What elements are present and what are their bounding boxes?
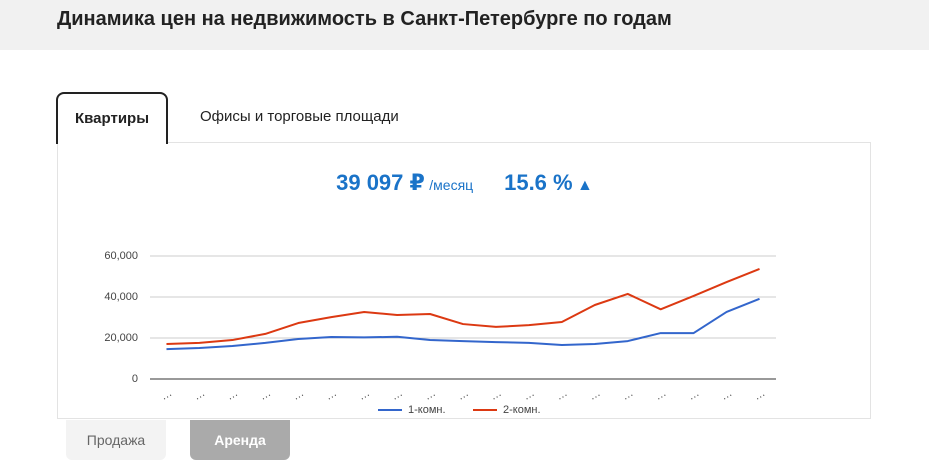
x-tick-label: … bbox=[686, 387, 702, 403]
rent-button[interactable]: Аренда bbox=[190, 420, 290, 460]
header: Динамика цен на недвижимость в Санкт-Пет… bbox=[0, 0, 929, 50]
x-tick-label: … bbox=[653, 387, 669, 403]
x-tick-label: … bbox=[192, 387, 208, 403]
x-tick-label: … bbox=[422, 387, 438, 403]
y-tick-label: 0 bbox=[132, 373, 138, 385]
x-tick-label: … bbox=[455, 387, 471, 403]
x-tick-label: … bbox=[323, 387, 339, 403]
x-tick-label: … bbox=[752, 387, 768, 403]
x-tick-label: … bbox=[258, 387, 274, 403]
change: 15.6 % bbox=[504, 170, 573, 195]
series-line bbox=[166, 297, 760, 351]
series-line bbox=[166, 267, 760, 345]
chart-card bbox=[57, 142, 871, 419]
legend-label: 2-комн. bbox=[503, 404, 541, 416]
x-tick-label: … bbox=[290, 387, 306, 403]
x-tick-label: … bbox=[587, 387, 603, 403]
price: 39 097 ₽ bbox=[336, 170, 425, 195]
up-icon: ▲ bbox=[577, 177, 593, 194]
price-unit: /месяц bbox=[429, 177, 474, 193]
y-tick-label: 60,000 bbox=[104, 250, 138, 262]
legend-label: 1-комн. bbox=[408, 404, 446, 416]
x-tick-label: … bbox=[521, 387, 537, 403]
x-tick-label: … bbox=[159, 387, 175, 403]
x-tick-label: … bbox=[719, 387, 735, 403]
x-tick-label: … bbox=[356, 387, 372, 403]
y-tick-label: 40,000 bbox=[104, 291, 138, 303]
x-tick-label: … bbox=[389, 387, 405, 403]
x-tick-label: … bbox=[554, 387, 570, 403]
tab-offices[interactable]: Офисы и торговые площади bbox=[200, 108, 399, 125]
sale-button[interactable]: Продажа bbox=[66, 420, 166, 460]
x-tick-label: … bbox=[225, 387, 241, 403]
tab-apartments[interactable]: Квартиры bbox=[56, 92, 168, 144]
summary: 39 097 ₽ /месяц 15.6 % ▲ bbox=[0, 170, 929, 196]
x-tick-label: … bbox=[620, 387, 636, 403]
y-tick-label: 20,000 bbox=[104, 332, 138, 344]
page-title: Динамика цен на недвижимость в Санкт-Пет… bbox=[57, 8, 672, 30]
x-tick-label: … bbox=[488, 387, 504, 403]
